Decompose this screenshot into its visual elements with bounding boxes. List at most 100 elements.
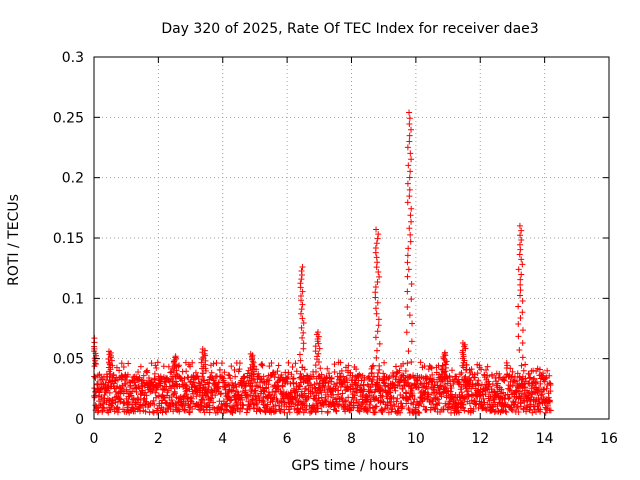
data-point [516, 241, 523, 248]
data-point [372, 305, 379, 312]
data-point [247, 364, 254, 371]
data-point [375, 268, 382, 275]
data-point [375, 316, 382, 323]
data-point [342, 397, 349, 404]
data-point [260, 373, 267, 380]
data-point [399, 385, 406, 392]
data-point [478, 366, 485, 373]
data-point [232, 373, 239, 380]
data-point [231, 367, 238, 374]
data-point [339, 390, 346, 397]
data-point [124, 371, 131, 378]
data-point [503, 409, 510, 416]
data-point [392, 363, 399, 370]
data-point [329, 388, 336, 395]
data-point [344, 379, 351, 386]
data-point [299, 263, 306, 270]
data-point [414, 377, 421, 384]
data-point [406, 193, 413, 200]
data-point [188, 395, 195, 402]
data-point [316, 345, 323, 352]
data-point [300, 340, 307, 347]
data-point [228, 408, 235, 415]
data-point [403, 329, 410, 336]
data-point [173, 367, 180, 374]
data-point [154, 359, 161, 366]
data-point [373, 403, 380, 410]
data-point [265, 381, 272, 388]
data-point [406, 138, 413, 145]
data-point [106, 373, 113, 380]
data-point [481, 399, 488, 406]
data-point [449, 367, 456, 374]
data-point [125, 360, 132, 367]
data-point [373, 354, 380, 361]
data-point [522, 384, 529, 391]
data-point [535, 400, 542, 407]
data-point [324, 365, 331, 372]
data-point [372, 409, 379, 416]
data-points [91, 109, 554, 416]
data-point [426, 379, 432, 386]
data-point [302, 398, 309, 405]
data-point [516, 346, 523, 353]
data-point [296, 351, 303, 358]
data-point [160, 363, 167, 370]
data-point [360, 382, 367, 389]
data-point [530, 376, 537, 383]
x-tick-label: 12 [471, 431, 489, 447]
data-point [356, 371, 363, 378]
data-point [216, 366, 223, 373]
data-point [510, 377, 517, 384]
data-point [475, 382, 482, 389]
data-point [373, 310, 380, 317]
data-point [247, 380, 254, 387]
axis-ticks: 0 2 4 6 8 10 12 14 16 0 0.05 0.1 0.15 0.2 0.25 0.3 [53, 50, 618, 447]
data-point [404, 360, 411, 367]
data-point [385, 375, 392, 382]
data-point [281, 409, 288, 416]
data-point [376, 340, 383, 347]
data-point [483, 367, 490, 374]
data-point [192, 369, 199, 376]
data-point [260, 398, 267, 405]
data-point [521, 398, 528, 405]
data-point [396, 367, 403, 374]
data-point [340, 373, 347, 380]
data-point [482, 405, 489, 412]
data-point [314, 329, 321, 336]
data-point [518, 362, 525, 369]
x-tick-label: 4 [218, 431, 227, 447]
data-point [408, 280, 415, 287]
data-point [297, 292, 304, 299]
data-point [372, 334, 379, 341]
data-point [225, 371, 232, 378]
data-point [427, 364, 434, 371]
y-tick-label: 0.15 [53, 231, 84, 247]
data-point [504, 362, 511, 369]
data-point [185, 394, 192, 401]
data-point [268, 359, 275, 366]
data-point [341, 398, 348, 405]
y-tick-label: 0.1 [62, 291, 84, 307]
data-point [457, 371, 464, 378]
data-point [436, 400, 443, 407]
data-point [331, 368, 338, 375]
data-point [460, 401, 467, 408]
data-point [117, 396, 124, 403]
data-point [379, 398, 386, 405]
data-point [205, 384, 212, 391]
data-point [325, 370, 332, 377]
data-point [336, 400, 343, 407]
data-point [339, 396, 346, 403]
data-point [373, 240, 380, 247]
data-point [374, 373, 381, 380]
data-point [531, 375, 538, 382]
data-point [518, 227, 525, 234]
data-point [274, 368, 281, 375]
data-point [206, 380, 213, 387]
data-point [142, 389, 149, 396]
data-point [331, 361, 338, 368]
data-point [498, 386, 505, 393]
data-point [458, 369, 465, 376]
